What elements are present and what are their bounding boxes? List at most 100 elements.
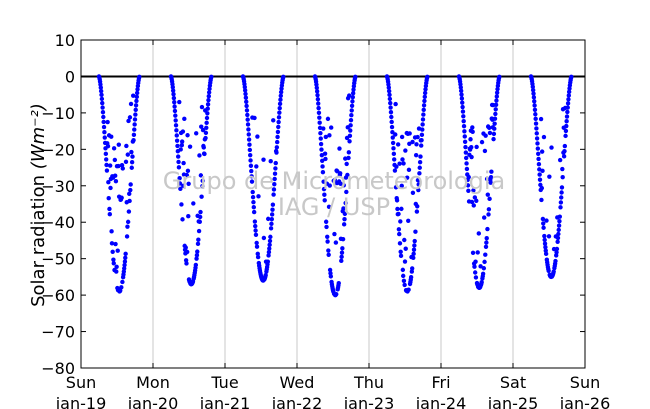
data-point [474,198,479,203]
data-point [129,165,134,170]
data-point [483,133,488,138]
data-point [320,158,325,163]
data-point [185,133,190,138]
y-tick-label: −20 [41,140,75,159]
data-point [255,251,260,257]
data-point [326,252,331,257]
data-point [173,118,178,123]
data-point [469,154,474,160]
data-point [402,237,407,243]
data-point [460,104,465,110]
data-point [191,201,196,206]
data-point [277,110,282,115]
data-point [462,134,467,139]
data-point [266,216,271,222]
data-point [246,132,251,137]
data-point [133,103,139,108]
data-point [388,100,393,106]
data-point [170,88,176,93]
data-point [421,103,427,108]
data-point [407,131,412,136]
data-point [278,89,284,95]
data-point [541,134,547,140]
data-point [542,241,548,246]
data-point [250,189,255,195]
data-point [128,101,134,107]
x-tick-date: jan-23 [343,394,395,409]
x-tick-date: jan-24 [415,394,467,409]
data-point [204,120,209,126]
data-point [564,114,570,119]
data-point [198,209,203,215]
data-point [318,130,323,136]
data-point [539,185,544,191]
data-point [196,237,201,242]
data-point [114,269,119,274]
data-point [135,87,140,92]
y-tick-label: −50 [41,250,75,269]
data-point [101,114,106,120]
data-point [404,175,410,180]
data-point [202,151,207,157]
data-point [205,106,210,111]
data-point [539,197,544,203]
data-point [277,101,283,107]
x-tick-date: jan-26 [559,394,611,409]
data-point [321,179,326,184]
y-tick-label: 0 [65,67,75,86]
data-point [322,192,327,197]
data-point [341,183,346,188]
data-point [124,234,130,239]
data-point [180,129,186,134]
data-point [411,255,416,260]
data-point [134,94,139,100]
data-point [320,169,326,175]
data-point [119,285,124,290]
data-point [388,110,394,115]
data-point [106,196,111,201]
data-point [248,158,253,163]
data-point [245,122,251,127]
data-point [339,258,344,264]
data-point [419,143,424,148]
data-point [278,97,283,102]
data-point [112,157,118,163]
data-point [341,206,346,211]
data-point [484,240,489,245]
data-point [244,103,249,109]
data-point [266,253,271,258]
data-point [421,112,426,117]
data-point [326,204,332,210]
grid-lines [152,40,514,368]
data-point [494,90,500,95]
data-point [247,147,253,153]
data-point [406,167,412,173]
data-point [544,218,549,223]
data-point [179,202,184,207]
data-point [176,154,181,159]
y-tick-label: −30 [41,177,75,196]
data-point [403,246,408,251]
data-point [199,124,204,129]
data-point [319,147,324,152]
data-point [559,185,565,190]
data-point [399,183,404,189]
data-point [488,174,494,180]
data-point [555,239,560,245]
data-point [244,99,249,104]
data-point [268,234,273,240]
data-point [472,264,477,269]
data-point [129,149,134,155]
data-point [109,241,115,246]
data-point [326,248,331,253]
data-point [204,115,210,121]
data-point [386,85,391,90]
x-tick-day: Sun [570,373,600,392]
data-point [246,137,252,142]
data-point [327,267,333,273]
data-point [207,86,212,92]
data-point [406,287,411,292]
data-point [254,244,260,249]
data-point [470,250,476,255]
data-point [399,206,404,212]
